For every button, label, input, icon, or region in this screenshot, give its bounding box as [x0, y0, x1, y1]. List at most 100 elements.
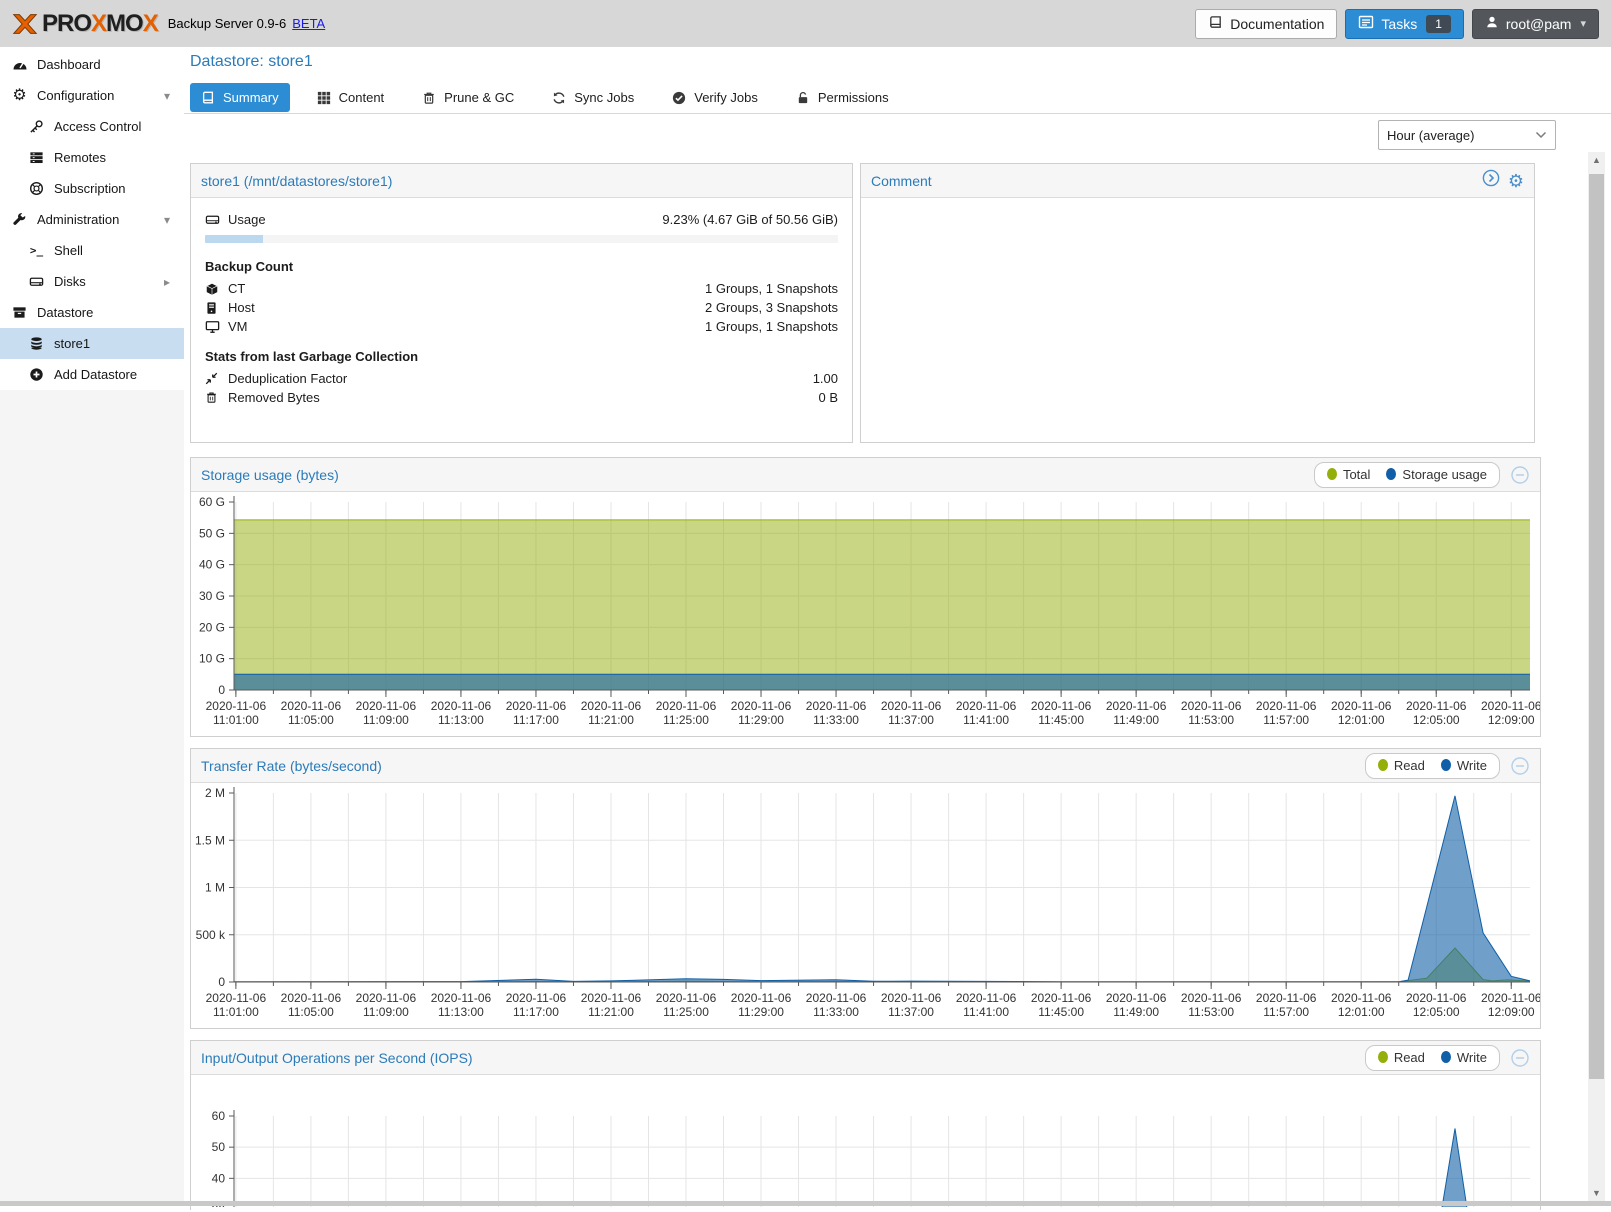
sidebar-item-administration[interactable]: Administration ▾ [0, 204, 184, 235]
task-list-icon [1358, 14, 1374, 33]
svg-text:11:01:00: 11:01:00 [213, 1005, 259, 1019]
trash-icon [205, 391, 220, 404]
server-icon [205, 301, 220, 315]
sidebar-item-remotes[interactable]: Remotes [0, 142, 184, 173]
app-header: PROXMOX Backup Server 0.9-6 BETA Documen… [0, 0, 1611, 48]
collapse-icon[interactable] [1510, 465, 1530, 485]
sidebar-item-configuration[interactable]: ⚙ Configuration ▾ [0, 80, 184, 111]
hdd-icon [205, 212, 220, 227]
tab-permissions[interactable]: Permissions [785, 83, 900, 112]
plus-circle-icon [28, 366, 45, 383]
svg-text:2020-11-06: 2020-11-06 [656, 699, 717, 713]
collapse-icon[interactable] [1510, 1048, 1530, 1068]
chevron-down-icon[interactable]: ▾ [164, 213, 170, 227]
svg-text:11:09:00: 11:09:00 [363, 713, 409, 727]
svg-text:11:05:00: 11:05:00 [288, 713, 334, 727]
remotes-icon [28, 149, 45, 166]
svg-text:11:17:00: 11:17:00 [513, 1005, 559, 1019]
svg-text:2020-11-06: 2020-11-06 [1181, 699, 1242, 713]
user-menu-button[interactable]: root@pam ▾ [1472, 9, 1599, 39]
tab-summary[interactable]: Summary [190, 83, 290, 112]
tab-verify-jobs[interactable]: Verify Jobs [661, 83, 769, 112]
svg-text:2020-11-06: 2020-11-06 [1256, 699, 1317, 713]
chevron-circle-right-icon[interactable] [1482, 169, 1500, 192]
sidebar-item-dashboard[interactable]: Dashboard [0, 49, 184, 80]
tasks-button[interactable]: Tasks 1 [1345, 9, 1463, 39]
svg-text:11:33:00: 11:33:00 [813, 1005, 859, 1019]
svg-text:11:25:00: 11:25:00 [663, 713, 709, 727]
svg-text:2020-11-06: 2020-11-06 [356, 699, 417, 713]
tab-content[interactable]: Content [306, 83, 396, 112]
time-range-select[interactable]: Hour (average) [1378, 120, 1556, 150]
svg-text:60: 60 [212, 1109, 226, 1123]
proxmox-x-icon [10, 9, 40, 39]
sidebar-item-store1[interactable]: store1 [0, 328, 184, 359]
sync-icon [552, 91, 566, 105]
trash-icon [422, 91, 436, 105]
svg-text:0: 0 [218, 975, 225, 989]
sidebar-item-disks[interactable]: Disks ▸ [0, 266, 184, 297]
scroll-up-arrow[interactable]: ▲ [1588, 152, 1605, 168]
beta-link[interactable]: BETA [292, 16, 325, 31]
legend-dot-read [1378, 1051, 1388, 1063]
proxmox-logo: PROXMOX [10, 9, 158, 39]
sidebar-item-subscription[interactable]: Subscription [0, 173, 184, 204]
vm-row: VM 1 Groups, 1 Snapshots [205, 317, 838, 336]
documentation-button[interactable]: Documentation [1195, 9, 1337, 39]
hdd-icon [28, 273, 45, 290]
terminal-icon: >_ [28, 242, 45, 259]
chevron-down-icon[interactable]: ▾ [164, 89, 170, 103]
datastore-summary-panel: store1 (/mnt/datastores/store1) Usage 9.… [190, 163, 853, 443]
comment-body[interactable] [861, 198, 1534, 222]
check-circle-icon [672, 91, 686, 105]
svg-text:2020-11-06: 2020-11-06 [206, 991, 267, 1005]
desktop-icon [205, 320, 220, 334]
gear-icon[interactable]: ⚙ [1508, 172, 1524, 190]
tab-separator [184, 113, 1611, 114]
svg-text:2020-11-06: 2020-11-06 [1031, 699, 1092, 713]
scrollbar-thumb[interactable] [1589, 174, 1604, 1079]
svg-text:11:29:00: 11:29:00 [738, 713, 784, 727]
svg-text:2020-11-06: 2020-11-06 [506, 699, 567, 713]
svg-text:12:05:00: 12:05:00 [1413, 713, 1460, 727]
svg-text:2020-11-06: 2020-11-06 [1406, 699, 1467, 713]
sidebar-item-access-control[interactable]: Access Control [0, 111, 184, 142]
chevron-right-icon[interactable]: ▸ [164, 275, 170, 289]
svg-text:1 M: 1 M [205, 881, 225, 895]
svg-text:11:49:00: 11:49:00 [1113, 1005, 1159, 1019]
scroll-down-arrow[interactable]: ▼ [1588, 1185, 1605, 1201]
chart-legend: Total Storage usage [1314, 462, 1500, 488]
svg-text:20 G: 20 G [199, 620, 225, 634]
tab-prune-gc[interactable]: Prune & GC [411, 83, 525, 112]
sidebar-item-add-datastore[interactable]: Add Datastore [0, 359, 184, 390]
svg-text:0: 0 [218, 683, 225, 697]
svg-text:11:53:00: 11:53:00 [1188, 1005, 1234, 1019]
iops-panel: Input/Output Operations per Second (IOPS… [190, 1040, 1541, 1210]
collapse-icon[interactable] [1510, 756, 1530, 776]
legend-dot-storage [1386, 468, 1396, 480]
svg-text:2020-11-06: 2020-11-06 [1331, 699, 1392, 713]
svg-text:2020-11-06: 2020-11-06 [881, 699, 942, 713]
legend-dot-read [1378, 759, 1388, 771]
svg-text:2020-11-06: 2020-11-06 [431, 699, 492, 713]
legend-dot-total [1327, 468, 1337, 480]
sidebar-item-shell[interactable]: >_ Shell [0, 235, 184, 266]
vertical-scrollbar[interactable] [1588, 152, 1605, 1201]
svg-text:11:33:00: 11:33:00 [813, 713, 859, 727]
gc-stats-heading: Stats from last Garbage Collection [205, 349, 838, 364]
book-icon [1208, 15, 1223, 33]
svg-text:11:41:00: 11:41:00 [963, 1005, 1009, 1019]
dedup-row: Deduplication Factor 1.00 [205, 369, 838, 388]
svg-text:2020-11-06: 2020-11-06 [1331, 991, 1392, 1005]
brand-word: PROXMOX [42, 10, 158, 38]
usage-value: 9.23% (4.67 GiB of 50.56 GiB) [662, 212, 838, 227]
svg-text:11:53:00: 11:53:00 [1188, 713, 1234, 727]
svg-text:2020-11-06: 2020-11-06 [731, 991, 792, 1005]
unlock-icon [796, 91, 810, 105]
tab-sync-jobs[interactable]: Sync Jobs [541, 83, 645, 112]
sidebar-item-datastore[interactable]: Datastore [0, 297, 184, 328]
key-icon [28, 118, 45, 135]
storage-usage-panel: Storage usage (bytes) Total Storage usag… [190, 457, 1541, 737]
sidebar: Dashboard ⚙ Configuration ▾ Access Contr… [0, 47, 184, 1206]
